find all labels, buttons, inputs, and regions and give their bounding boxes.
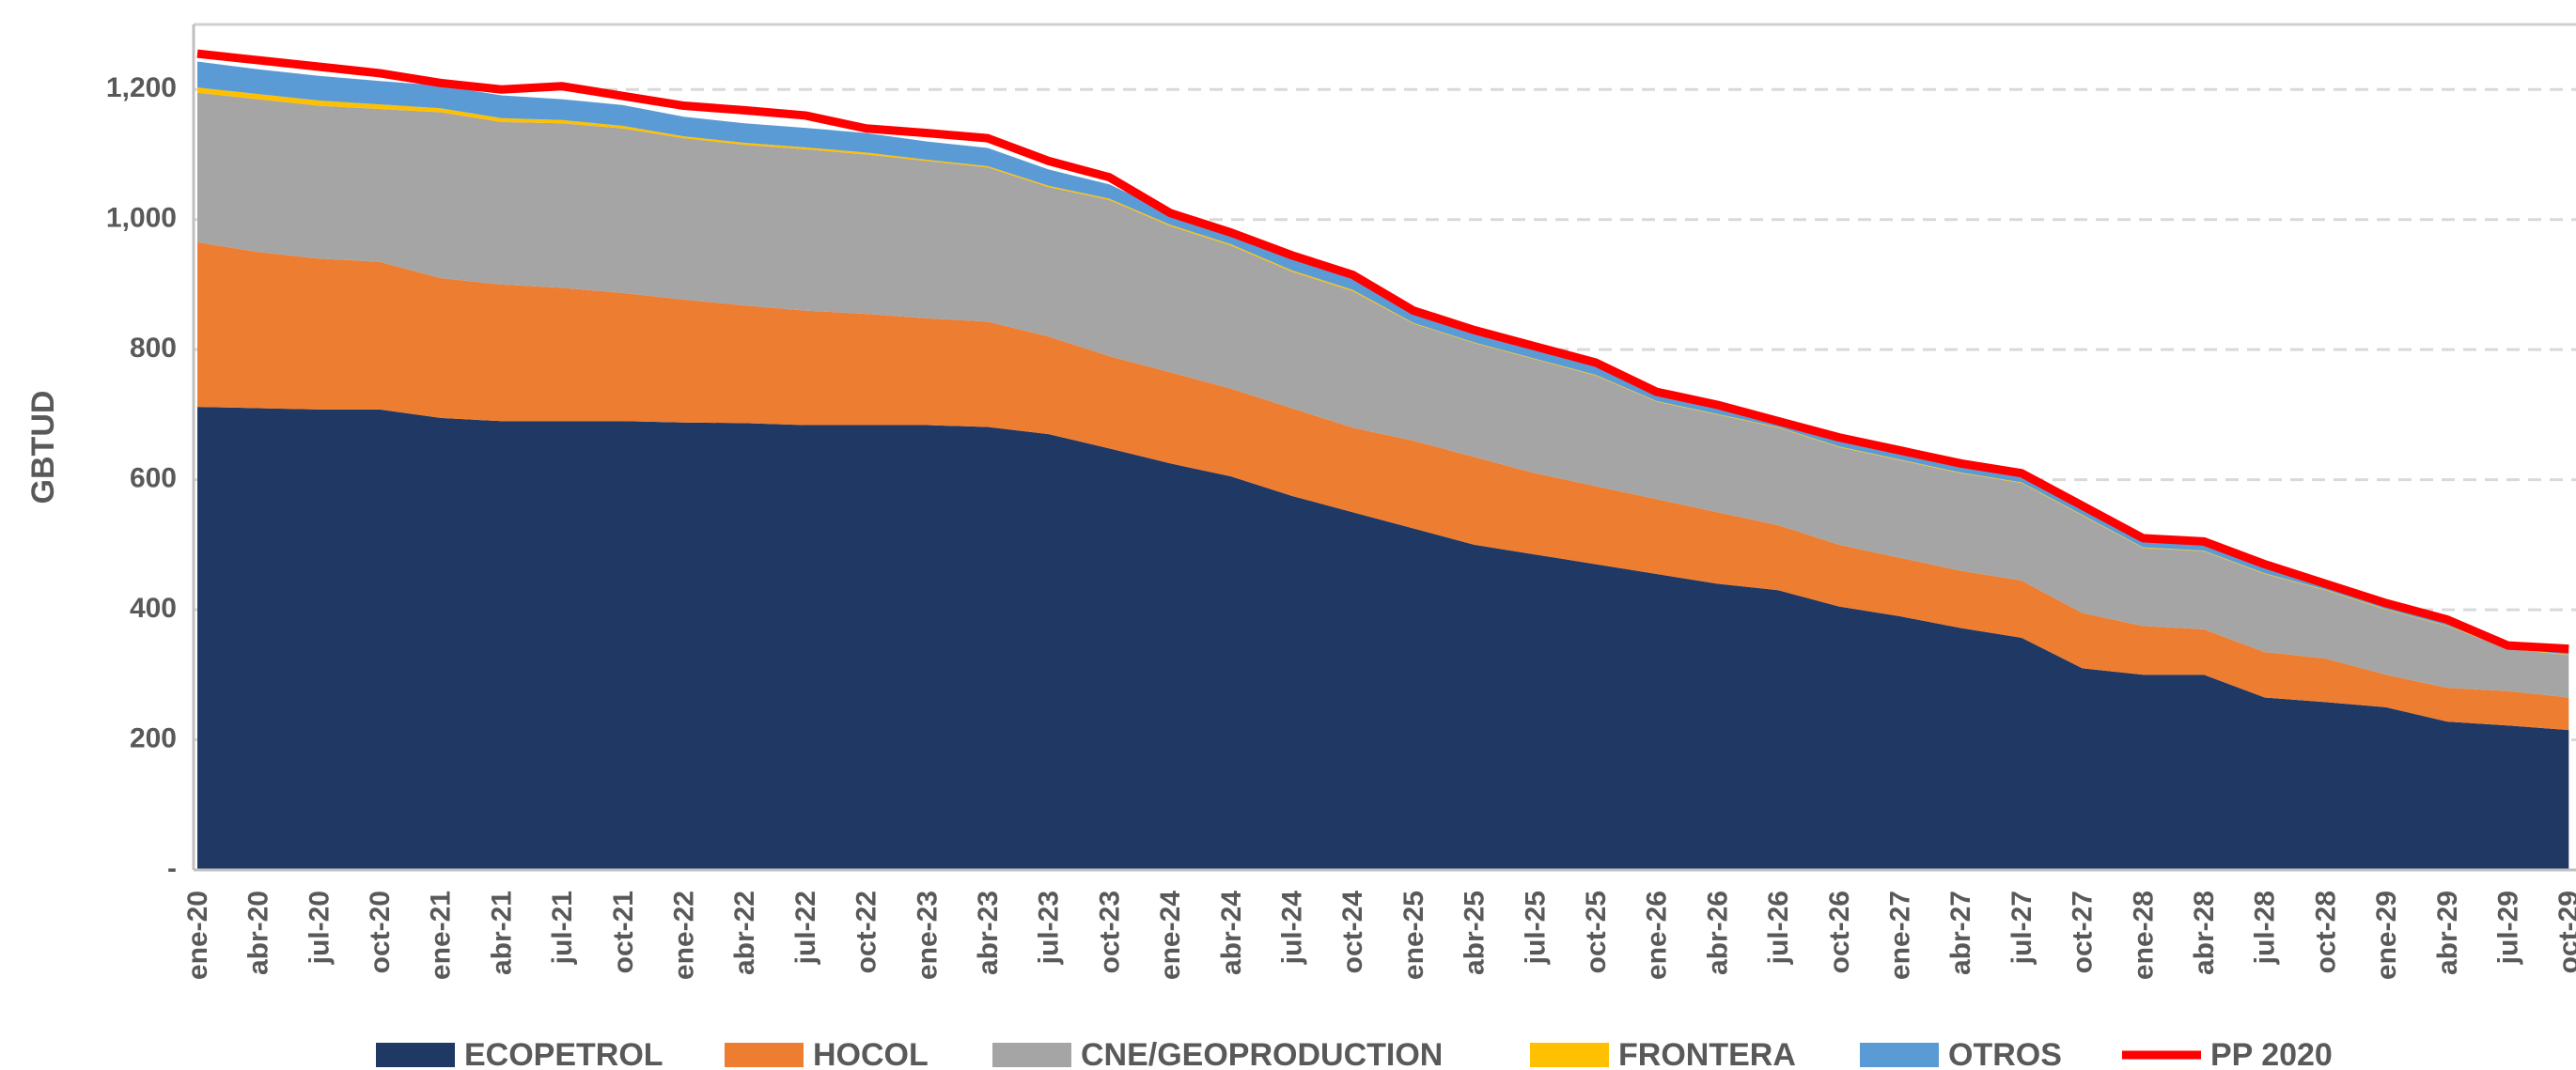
legend-swatch (376, 1043, 455, 1067)
x-tick-label: jul-26 (1763, 891, 1794, 965)
x-tick-label: jul-24 (1277, 891, 1308, 966)
x-tick-label: abr-26 (1702, 891, 1733, 975)
x-tick-label: abr-23 (973, 891, 1004, 975)
x-tick-label: oct-27 (2068, 891, 2099, 973)
legend-label: FRONTERA (1618, 1037, 1796, 1070)
x-tick-label: ene-25 (1398, 891, 1429, 980)
x-tick-label: jul-23 (1034, 891, 1065, 965)
x-tick-label: oct-26 (1824, 891, 1855, 973)
x-tick-label: ene-22 (669, 891, 700, 980)
x-tick-label: jul-25 (1520, 891, 1551, 965)
x-tick-label: jul-27 (2006, 891, 2037, 965)
x-tick-label: ene-20 (182, 891, 213, 980)
x-tick-label: ene-28 (2128, 891, 2159, 980)
y-tick-label: 200 (130, 722, 177, 753)
x-tick-label: jul-28 (2250, 891, 2281, 965)
area (197, 241, 2569, 731)
x-tick-label: ene-24 (1155, 891, 1186, 980)
x-tick-label: oct-22 (851, 891, 882, 973)
area (197, 92, 2569, 698)
y-tick-label: 1,200 (106, 72, 177, 103)
y-tick-label: - (167, 853, 177, 884)
area (197, 407, 2569, 870)
x-tick-label: abr-20 (243, 891, 274, 975)
legend-swatch (992, 1043, 1071, 1067)
y-tick-label: 800 (130, 333, 177, 364)
y-tick-label: 600 (130, 463, 177, 494)
x-tick-label: jul-20 (304, 891, 335, 965)
x-tick-label: abr-22 (729, 891, 760, 975)
legend-swatch (1530, 1043, 1609, 1067)
legend-swatch (1860, 1043, 1939, 1067)
legend-label: ECOPETROL (464, 1037, 664, 1070)
legend-label: CNE/GEOPRODUCTION (1081, 1037, 1443, 1070)
x-tick-label: abr-28 (2189, 891, 2220, 975)
x-tick-label: oct-24 (1337, 891, 1368, 974)
legend-swatch (725, 1043, 804, 1067)
y-axis-label: GBTUD (25, 391, 61, 504)
x-tick-label: jul-29 (2493, 891, 2524, 965)
x-tick-label: oct-21 (608, 891, 639, 973)
x-tick-label: oct-25 (1581, 891, 1612, 973)
x-tick-label: jul-22 (790, 891, 821, 965)
x-tick-label: oct-28 (2310, 891, 2341, 973)
y-tick-label: 1,000 (106, 203, 177, 234)
y-tick-label: 400 (130, 593, 177, 624)
x-tick-label: ene-26 (1642, 891, 1673, 980)
x-tick-label: abr-29 (2432, 891, 2463, 975)
x-tick-label: ene-27 (1885, 891, 1916, 980)
legend-label: OTROS (1948, 1037, 2062, 1070)
x-tick-label: abr-27 (1945, 891, 1976, 975)
x-tick-label: oct-20 (365, 891, 396, 973)
legend-label: HOCOL (813, 1037, 929, 1070)
x-tick-label: jul-21 (547, 891, 578, 965)
x-tick-label: oct-23 (1094, 891, 1125, 973)
x-tick-label: ene-29 (2371, 891, 2402, 980)
legend-label: PP 2020 (2210, 1037, 2333, 1070)
x-tick-label: ene-23 (912, 891, 943, 980)
line (196, 49, 2569, 654)
x-tick-label: abr-21 (486, 891, 517, 975)
x-tick-label: ene-21 (426, 891, 457, 980)
x-tick-label: oct-29 (2553, 891, 2576, 973)
x-tick-label: abr-24 (1216, 891, 1247, 975)
x-tick-label: abr-25 (1460, 891, 1491, 975)
